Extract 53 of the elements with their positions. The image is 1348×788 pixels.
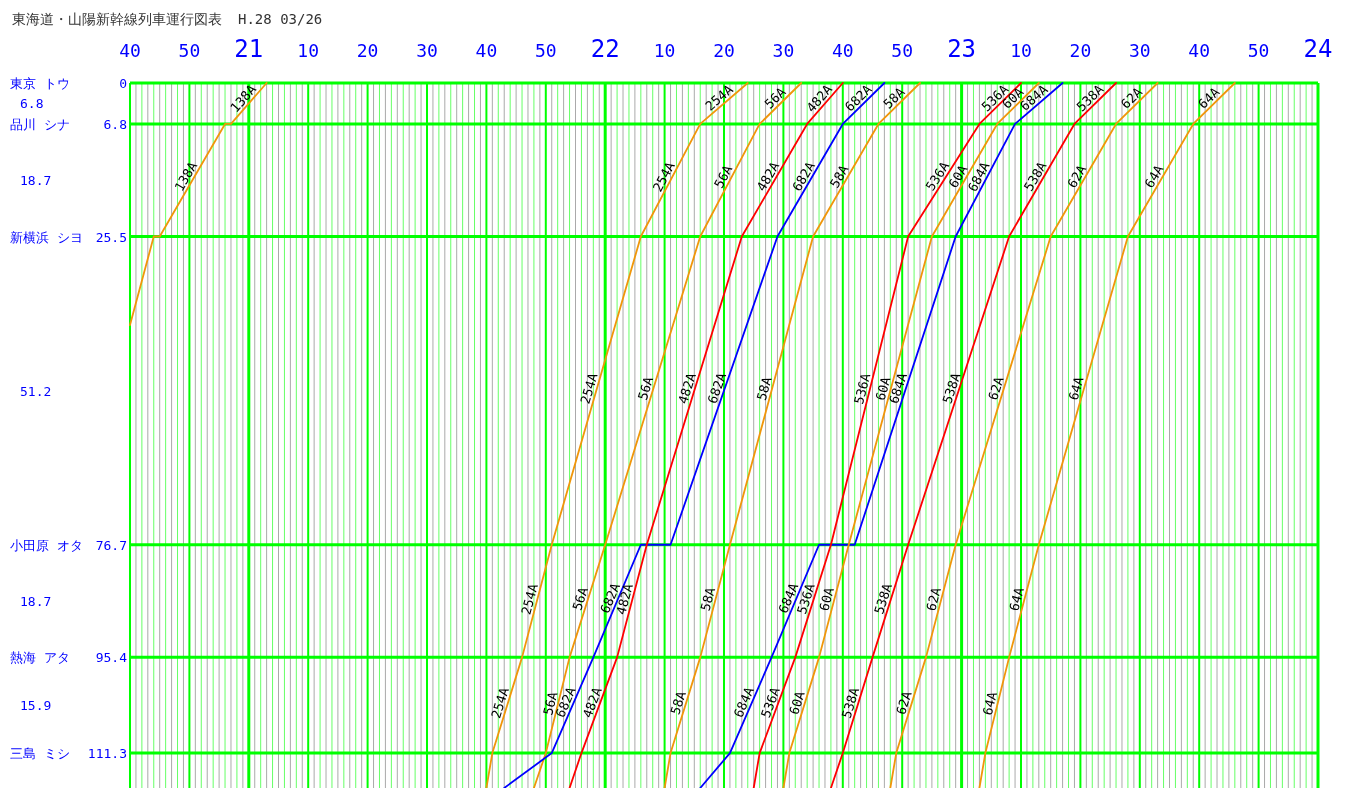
x-tick-label: 40	[831, 40, 854, 61]
text: 東京 トウ	[10, 76, 70, 91]
x-tick-label: 22	[590, 35, 620, 63]
text: 6.8	[20, 96, 44, 112]
x-tick-label: 23	[947, 35, 977, 63]
y-tick-label: 76.7	[95, 537, 127, 553]
text: 熱海 アタ	[10, 650, 70, 666]
x-tick-label: 50	[178, 40, 201, 61]
x-tick-label: 50	[891, 40, 914, 61]
text: 56A	[569, 585, 591, 613]
text: 254A	[518, 581, 541, 617]
text: 15.9	[20, 698, 52, 714]
text: 58A	[667, 689, 689, 717]
text: 58A	[753, 375, 775, 402]
text: 254A	[649, 159, 678, 195]
text: 小田原 オタ	[10, 537, 83, 553]
x-tick-label: 20	[356, 40, 379, 61]
x-tick-label: 30	[772, 40, 795, 61]
text: 482A	[579, 685, 605, 720]
chart-subtitle: H.28 03/26	[238, 11, 323, 27]
x-tick-label: 24	[1303, 35, 1333, 63]
y-tick-label: 111.3	[87, 746, 127, 762]
y-tick-label: 6.8	[103, 116, 127, 132]
x-tick-label: 50	[1247, 40, 1270, 61]
x-tick-label: 10	[297, 40, 320, 61]
text: 682A	[704, 370, 730, 406]
x-tick-label: 40	[119, 40, 141, 61]
text: 482A	[675, 371, 699, 406]
text: 品川 シナ	[10, 116, 70, 132]
x-tick-label: 20	[1069, 40, 1092, 61]
x-tick-label: 50	[534, 40, 557, 61]
text: 56A	[711, 162, 736, 191]
y-tick-label: 0	[119, 76, 127, 91]
y-tick-label: 95.4	[95, 650, 128, 666]
text: 三島 ミシ	[10, 746, 70, 762]
text: 18.7	[20, 173, 52, 189]
y-tick-label: 25.5	[95, 229, 127, 245]
x-tick-label: 30	[416, 40, 438, 61]
text: 新横浜 シヨ	[10, 229, 83, 245]
x-tick-label: 20	[713, 40, 735, 61]
text: 254A	[488, 685, 512, 721]
text: 56A	[634, 375, 657, 402]
text: 18.7	[20, 594, 52, 610]
x-tick-label: 30	[1128, 40, 1151, 61]
text: 254A	[577, 371, 601, 406]
x-tick-label: 10	[653, 40, 676, 61]
text: 58A	[697, 585, 719, 613]
text: 51.2	[20, 383, 52, 399]
x-tick-label: 10	[1010, 40, 1032, 61]
x-tick-label: 40	[1188, 40, 1211, 61]
x-tick-label: 21	[234, 35, 264, 63]
x-tick-label: 40	[475, 40, 498, 61]
chart-title: 東海道・山陽新幹線列車運行図表	[12, 11, 222, 27]
